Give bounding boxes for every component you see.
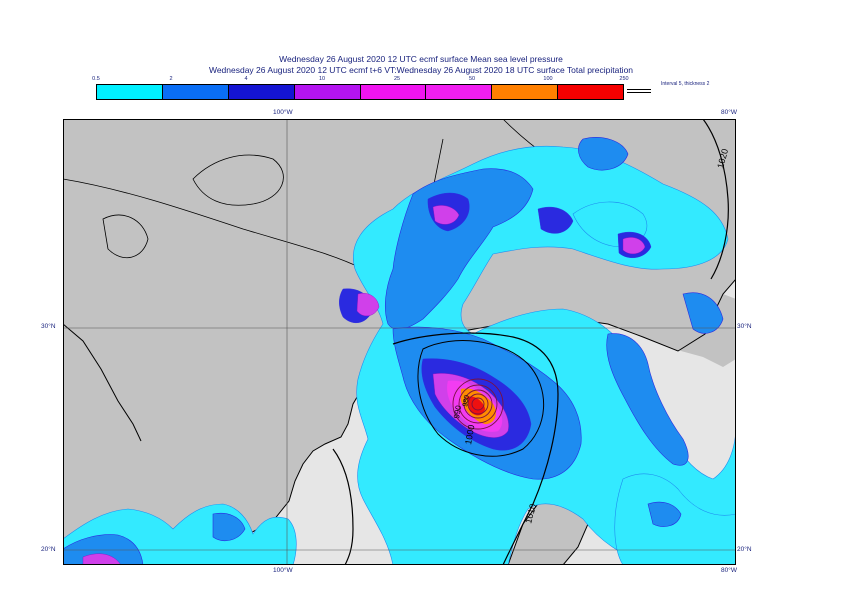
- axis-right-20n: 20°N: [737, 546, 752, 553]
- legend-tick-6: 100: [543, 76, 553, 82]
- legend-tick-5: 50: [468, 76, 476, 82]
- axis-bottom-80w: 80°W: [721, 567, 737, 574]
- legend-swatch-0: [97, 85, 162, 99]
- legend-tick-1: 2: [169, 76, 173, 82]
- axis-right-30n: 30°N: [737, 323, 752, 330]
- land-baja: [63, 324, 141, 441]
- isobar-1000: [417, 340, 545, 457]
- chart-title-line-2: Wednesday 26 August 2020 12 UTC ecmf t+6…: [208, 65, 634, 75]
- axis-bottom-100w: 100°W: [273, 567, 293, 574]
- legend-tick-7: 250: [619, 76, 629, 82]
- legend-swatch-4: [359, 85, 426, 99]
- precip-band-max: [466, 396, 486, 416]
- isobar-label-1000: 1000: [463, 424, 476, 445]
- axis-left-30n: 30°N: [41, 323, 56, 330]
- chart-title-line-1: Wednesday 26 August 2020 12 UTC ecmf sur…: [279, 54, 563, 64]
- legend-tick-2: 4: [244, 76, 248, 82]
- axis-left-20n: 20°N: [41, 546, 56, 553]
- isobar-1010: [332, 332, 559, 565]
- isobar-legend-line-1: [627, 89, 651, 90]
- isobar-legend-line-2: [627, 92, 651, 93]
- legend-swatch-7: [557, 85, 623, 99]
- map-frame: [63, 119, 736, 565]
- legend-tick-3: 10: [318, 76, 326, 82]
- legend-swatch-6: [491, 85, 558, 99]
- legend-tick-0: 0.5: [92, 76, 100, 82]
- legend-tick-4: 25: [393, 76, 401, 82]
- precipitation-map: 1020 1010 1000 990 980: [63, 119, 736, 565]
- isobars-hurricane: [452, 378, 504, 430]
- isobar-1020: [702, 119, 729, 280]
- isobar-label-990: 990: [452, 404, 463, 419]
- precipitation-color-legend: [96, 84, 624, 100]
- legend-swatch-3: [293, 85, 360, 99]
- legend-swatch-1: [161, 85, 228, 99]
- axis-top-100w: 100°W: [273, 109, 293, 116]
- legend-swatch-2: [227, 85, 294, 99]
- legend-swatch-5: [425, 85, 492, 99]
- isobar-label-980: 980: [462, 395, 471, 408]
- axis-top-80w: 80°W: [721, 109, 737, 116]
- land-florida: [643, 294, 736, 367]
- isobar-interval-note: Interval 5, thickness 2: [661, 81, 710, 87]
